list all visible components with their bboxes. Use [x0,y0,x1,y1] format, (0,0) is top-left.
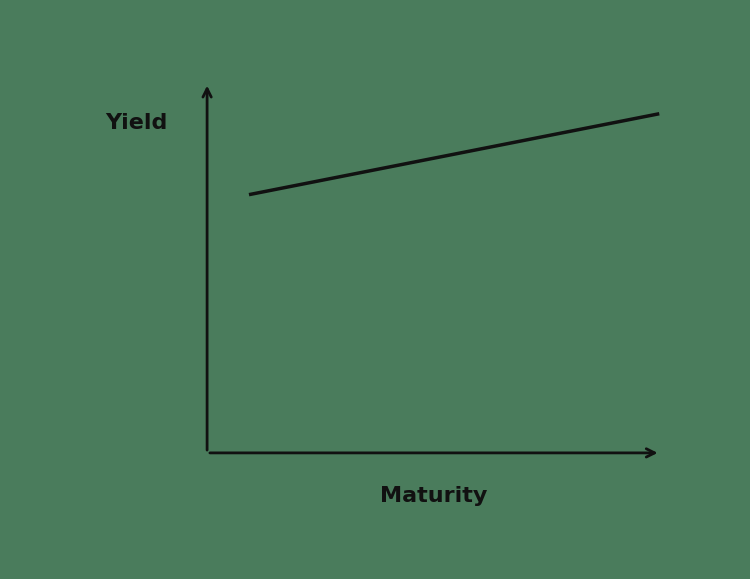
Text: Yield: Yield [105,113,168,133]
Text: Maturity: Maturity [380,486,488,507]
